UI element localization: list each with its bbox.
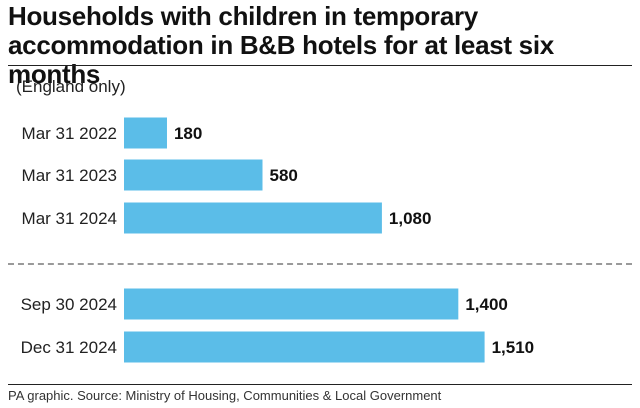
chart-title: Households with children in temporary ac… bbox=[8, 2, 638, 89]
bar bbox=[124, 331, 485, 363]
title-line-2: accommodation in B&B hotels for at least… bbox=[8, 30, 554, 89]
value-label: 1,080 bbox=[389, 209, 432, 228]
value-label: 180 bbox=[174, 124, 202, 143]
source-note: PA graphic. Source: Ministry of Housing,… bbox=[8, 388, 442, 403]
bar bbox=[124, 288, 459, 320]
bar bbox=[124, 159, 263, 191]
category-label: Mar 31 2024 bbox=[22, 209, 117, 228]
value-label: 1,510 bbox=[492, 338, 535, 357]
category-label: Mar 31 2022 bbox=[22, 124, 117, 143]
chart-subtitle: (England only) bbox=[16, 77, 126, 96]
title-line-1: Households with children in temporary bbox=[8, 1, 478, 31]
bar bbox=[124, 202, 382, 234]
title-rule bbox=[8, 65, 632, 66]
category-label: Dec 31 2024 bbox=[21, 338, 117, 357]
footer-rule bbox=[8, 384, 632, 385]
category-label: Mar 31 2023 bbox=[22, 166, 117, 185]
value-label: 1,400 bbox=[465, 295, 508, 314]
section-divider bbox=[8, 263, 632, 265]
category-label: Sep 30 2024 bbox=[21, 295, 117, 314]
value-label: 580 bbox=[270, 166, 298, 185]
bar bbox=[124, 117, 167, 149]
